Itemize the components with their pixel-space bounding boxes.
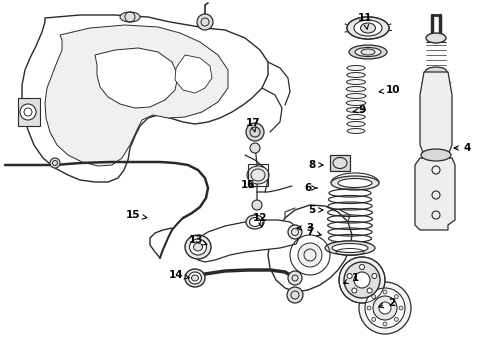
Ellipse shape (347, 122, 365, 126)
Circle shape (347, 274, 352, 279)
Text: 8: 8 (308, 160, 323, 170)
Circle shape (367, 288, 372, 293)
Circle shape (399, 306, 403, 310)
Text: 6: 6 (304, 183, 317, 193)
Ellipse shape (347, 72, 365, 77)
Ellipse shape (379, 302, 391, 314)
Ellipse shape (339, 257, 385, 303)
Polygon shape (22, 15, 268, 182)
Ellipse shape (426, 33, 446, 43)
Circle shape (372, 295, 376, 299)
Text: 13: 13 (189, 235, 207, 245)
Ellipse shape (333, 158, 347, 168)
Ellipse shape (346, 94, 366, 99)
Ellipse shape (347, 66, 365, 71)
Circle shape (394, 295, 398, 299)
Text: 7: 7 (306, 227, 321, 237)
Circle shape (394, 317, 398, 321)
Ellipse shape (354, 20, 382, 36)
Bar (330, 155, 350, 171)
Ellipse shape (421, 149, 451, 161)
Circle shape (372, 317, 376, 321)
Circle shape (367, 306, 371, 310)
Circle shape (288, 271, 302, 285)
Circle shape (288, 225, 302, 239)
Text: 1: 1 (343, 273, 359, 283)
Ellipse shape (194, 243, 202, 251)
Ellipse shape (349, 45, 387, 59)
Ellipse shape (190, 239, 206, 255)
Ellipse shape (346, 108, 366, 112)
Circle shape (50, 158, 60, 168)
Circle shape (197, 14, 213, 30)
Polygon shape (192, 220, 300, 262)
Text: 10: 10 (379, 85, 400, 95)
Text: 15: 15 (126, 210, 147, 220)
Bar (248, 164, 268, 186)
Ellipse shape (120, 12, 140, 22)
Text: 14: 14 (169, 270, 189, 280)
Ellipse shape (425, 67, 447, 77)
Ellipse shape (361, 23, 375, 33)
Circle shape (298, 243, 322, 267)
Circle shape (20, 104, 36, 120)
Ellipse shape (347, 17, 389, 39)
Ellipse shape (347, 114, 365, 120)
Polygon shape (415, 158, 455, 230)
Circle shape (383, 290, 387, 294)
Ellipse shape (185, 269, 205, 287)
Ellipse shape (247, 166, 269, 184)
Polygon shape (268, 205, 352, 292)
Text: 4: 4 (454, 143, 471, 153)
Ellipse shape (192, 275, 198, 281)
Ellipse shape (359, 282, 411, 334)
Ellipse shape (346, 86, 366, 91)
Ellipse shape (325, 241, 375, 255)
Circle shape (354, 272, 370, 288)
Polygon shape (45, 25, 228, 166)
Text: 11: 11 (358, 13, 372, 29)
Circle shape (252, 200, 262, 210)
Ellipse shape (347, 129, 365, 134)
Ellipse shape (346, 100, 366, 105)
Text: 17: 17 (245, 118, 260, 132)
Circle shape (372, 274, 377, 279)
Circle shape (287, 287, 303, 303)
Ellipse shape (189, 272, 201, 284)
Text: 12: 12 (253, 213, 267, 227)
Ellipse shape (185, 235, 211, 259)
Ellipse shape (338, 179, 372, 188)
Text: 16: 16 (241, 180, 255, 190)
Circle shape (344, 262, 380, 298)
Ellipse shape (365, 288, 405, 328)
Text: 2: 2 (379, 298, 395, 308)
Ellipse shape (373, 296, 397, 320)
Ellipse shape (331, 176, 379, 190)
Circle shape (360, 265, 365, 270)
Text: 3: 3 (297, 223, 314, 233)
Ellipse shape (361, 49, 375, 55)
Text: 5: 5 (308, 205, 323, 215)
Polygon shape (420, 72, 452, 155)
Circle shape (352, 288, 357, 293)
Circle shape (383, 322, 387, 326)
Ellipse shape (249, 217, 261, 226)
Ellipse shape (332, 243, 368, 252)
Circle shape (250, 143, 260, 153)
Ellipse shape (246, 215, 264, 229)
Polygon shape (95, 48, 178, 108)
Ellipse shape (346, 80, 366, 85)
Polygon shape (175, 55, 212, 93)
Bar (18, 98, 40, 126)
Circle shape (246, 123, 264, 141)
Ellipse shape (355, 48, 381, 57)
Text: 9: 9 (353, 105, 366, 115)
